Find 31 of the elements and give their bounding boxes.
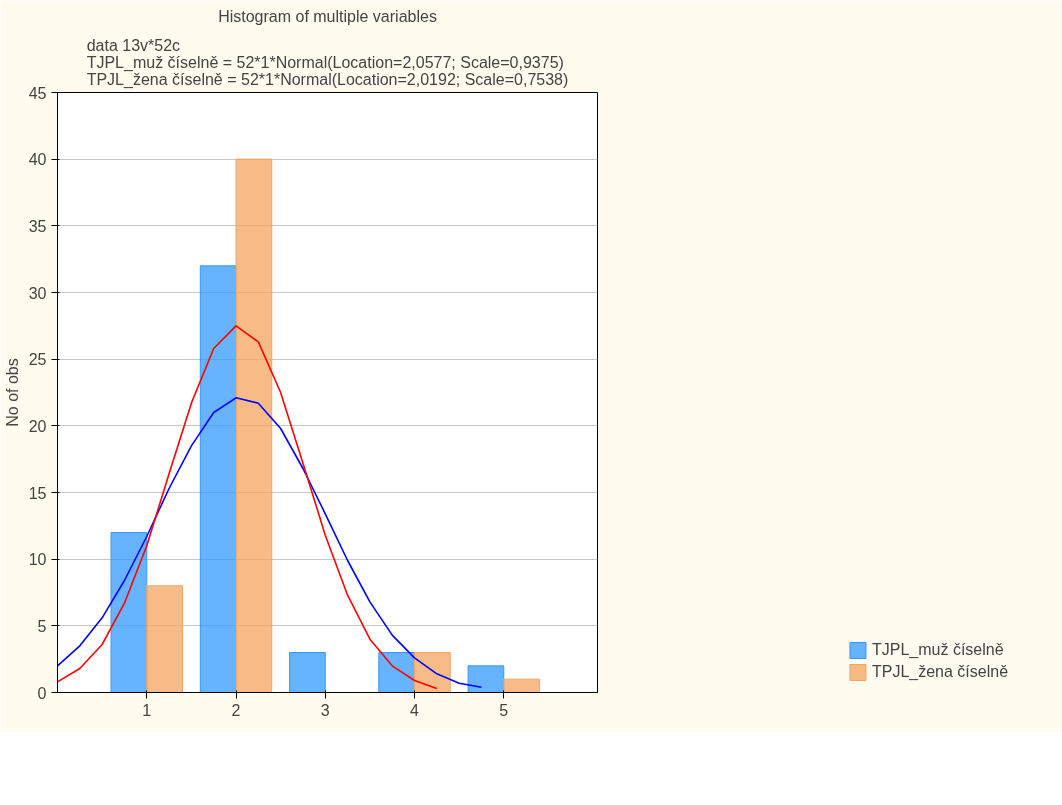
y-tick-label: 5: [37, 617, 47, 635]
y-tick-label: 35: [28, 217, 47, 235]
bar: [378, 652, 416, 693]
bar: [235, 158, 273, 693]
bar: [146, 585, 183, 693]
y-tick-label: 15: [28, 484, 47, 502]
y-axis-title: No of obs: [3, 358, 21, 427]
line-series: [57, 325, 438, 690]
x-tick-label: 4: [410, 701, 420, 719]
bar: [110, 532, 148, 693]
x-tick-label: 2: [231, 701, 241, 719]
y-tick-label: 20: [28, 417, 47, 435]
legend-label: TPJL_žena číselně: [871, 663, 1009, 681]
bar: [414, 652, 451, 693]
chart-title: Histogram of multiple variables: [218, 7, 437, 25]
x-tick-label: 1: [142, 701, 152, 719]
y-tick-label: 45: [28, 84, 47, 102]
y-tick-label: 40: [28, 151, 47, 169]
y-tick-label: 0: [37, 684, 47, 702]
bar: [467, 665, 505, 693]
legend-label: TJPL_muž číselně: [871, 641, 1004, 659]
y-tick-label: 25: [28, 351, 47, 369]
bar: [503, 678, 540, 693]
bar: [199, 265, 237, 693]
y-tick-label: 30: [28, 284, 47, 302]
y-tick-label: 10: [28, 551, 47, 569]
chart-subtitle: data 13v*52c TJPL_muž číselně = 52*1*Normal(Location=2,0577; Scale=0,9375) TPJL_žena číselně = 52*1*Normal(Location=2,0192; Scale=0,7538): [86, 36, 569, 89]
line-series: [57, 397, 483, 688]
bar: [289, 652, 326, 693]
x-tick-label: 3: [320, 701, 330, 719]
x-tick-label: 5: [499, 701, 509, 719]
